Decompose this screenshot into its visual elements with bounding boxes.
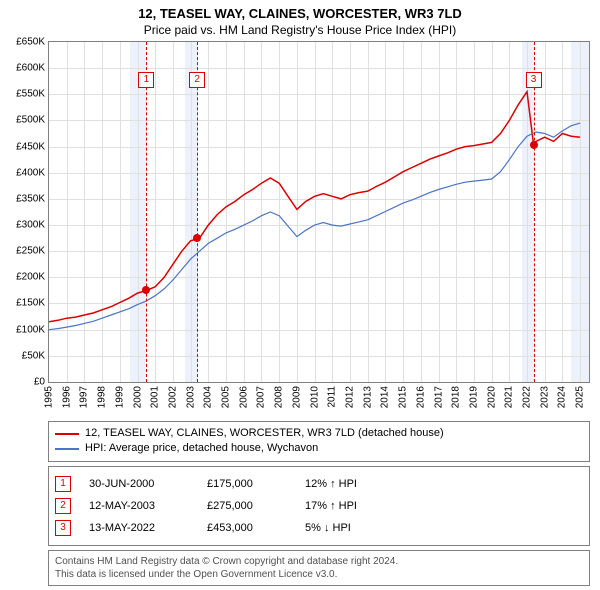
legend-swatch bbox=[55, 448, 79, 450]
y-tick-label: £650K bbox=[16, 36, 45, 47]
x-tick-label: 2013 bbox=[362, 386, 373, 408]
y-tick-label: £200K bbox=[16, 272, 45, 283]
x-tick-label: 2025 bbox=[575, 386, 586, 408]
legend-item: HPI: Average price, detached house, Wych… bbox=[55, 441, 583, 456]
x-tick-label: 2021 bbox=[504, 386, 515, 408]
footer-line: Contains HM Land Registry data © Crown c… bbox=[55, 555, 583, 568]
x-tick-label: 2010 bbox=[309, 386, 320, 408]
y-tick-label: £500K bbox=[16, 115, 45, 126]
event-row: 3 13-MAY-2022 £453,000 5% ↓ HPI bbox=[55, 517, 583, 539]
x-tick-label: 1998 bbox=[97, 386, 108, 408]
x-tick-label: 2009 bbox=[291, 386, 302, 408]
x-tick-label: 2016 bbox=[415, 386, 426, 408]
event-diff: 12% ↑ HPI bbox=[305, 478, 395, 490]
marker-dot bbox=[193, 234, 201, 242]
event-number-box: 3 bbox=[55, 520, 71, 536]
x-tick-label: 1995 bbox=[44, 386, 55, 408]
event-row: 2 12-MAY-2003 £275,000 17% ↑ HPI bbox=[55, 495, 583, 517]
marker-number-box: 1 bbox=[138, 72, 154, 88]
x-tick-label: 2002 bbox=[167, 386, 178, 408]
event-price: £175,000 bbox=[207, 478, 287, 490]
marker-dot bbox=[530, 141, 538, 149]
legend: 12, TEASEL WAY, CLAINES, WORCESTER, WR3 … bbox=[48, 421, 590, 462]
x-tick-label: 2001 bbox=[150, 386, 161, 408]
marker-vline bbox=[534, 42, 535, 382]
y-tick-label: £550K bbox=[16, 89, 45, 100]
chart-subtitle: Price paid vs. HM Land Registry's House … bbox=[0, 23, 600, 41]
x-tick-label: 2014 bbox=[380, 386, 391, 408]
event-price: £275,000 bbox=[207, 500, 287, 512]
chart-area: £0£50K£100K£150K£200K£250K£300K£350K£400… bbox=[48, 41, 590, 383]
marker-dot bbox=[142, 286, 150, 294]
footer-line: This data is licensed under the Open Gov… bbox=[55, 568, 583, 581]
legend-label: 12, TEASEL WAY, CLAINES, WORCESTER, WR3 … bbox=[85, 426, 444, 441]
x-tick-label: 2024 bbox=[557, 386, 568, 408]
event-diff: 5% ↓ HPI bbox=[305, 522, 395, 534]
x-tick-label: 1997 bbox=[79, 386, 90, 408]
event-diff: 17% ↑ HPI bbox=[305, 500, 395, 512]
events-table: 1 30-JUN-2000 £175,000 12% ↑ HPI 2 12-MAY-200… bbox=[48, 466, 590, 546]
x-tick-label: 2006 bbox=[238, 386, 249, 408]
marker-vline bbox=[146, 42, 147, 382]
x-tick-label: 2020 bbox=[486, 386, 497, 408]
x-tick-label: 2012 bbox=[344, 386, 355, 408]
x-tick-label: 2019 bbox=[468, 386, 479, 408]
event-date: 12-MAY-2003 bbox=[89, 500, 189, 512]
line-series-svg bbox=[49, 42, 589, 382]
x-tick-label: 2004 bbox=[203, 386, 214, 408]
legend-label: HPI: Average price, detached house, Wych… bbox=[85, 441, 318, 456]
series-price-paid bbox=[49, 92, 580, 322]
event-date: 30-JUN-2000 bbox=[89, 478, 189, 490]
event-date: 13-MAY-2022 bbox=[89, 522, 189, 534]
event-row: 1 30-JUN-2000 £175,000 12% ↑ HPI bbox=[55, 473, 583, 495]
marker-vline bbox=[197, 42, 198, 382]
legend-swatch bbox=[55, 433, 79, 435]
x-tick-label: 2023 bbox=[539, 386, 550, 408]
x-tick-label: 2000 bbox=[132, 386, 143, 408]
y-tick-label: £300K bbox=[16, 219, 45, 230]
y-tick-label: £250K bbox=[16, 246, 45, 257]
x-tick-label: 2005 bbox=[221, 386, 232, 408]
x-tick-label: 2018 bbox=[451, 386, 462, 408]
event-price: £453,000 bbox=[207, 522, 287, 534]
y-tick-label: £600K bbox=[16, 63, 45, 74]
x-tick-label: 2022 bbox=[522, 386, 533, 408]
footer-attribution: Contains HM Land Registry data © Crown c… bbox=[48, 550, 590, 586]
x-tick-label: 2017 bbox=[433, 386, 444, 408]
y-tick-label: £100K bbox=[16, 324, 45, 335]
y-tick-label: £450K bbox=[16, 141, 45, 152]
x-tick-label: 2011 bbox=[327, 386, 338, 408]
x-tick-label: 2008 bbox=[274, 386, 285, 408]
x-tick-label: 2003 bbox=[185, 386, 196, 408]
x-tick-label: 1999 bbox=[114, 386, 125, 408]
y-tick-label: £150K bbox=[16, 298, 45, 309]
y-tick-label: £350K bbox=[16, 193, 45, 204]
legend-item: 12, TEASEL WAY, CLAINES, WORCESTER, WR3 … bbox=[55, 426, 583, 441]
x-tick-label: 1996 bbox=[61, 386, 72, 408]
marker-number-box: 2 bbox=[189, 72, 205, 88]
x-tick-label: 2007 bbox=[256, 386, 267, 408]
chart-title: 12, TEASEL WAY, CLAINES, WORCESTER, WR3 … bbox=[0, 0, 600, 23]
event-number-box: 1 bbox=[55, 476, 71, 492]
y-tick-label: £400K bbox=[16, 167, 45, 178]
marker-number-box: 3 bbox=[526, 72, 542, 88]
y-tick-label: £50K bbox=[22, 350, 45, 361]
x-tick-label: 2015 bbox=[398, 386, 409, 408]
event-number-box: 2 bbox=[55, 498, 71, 514]
